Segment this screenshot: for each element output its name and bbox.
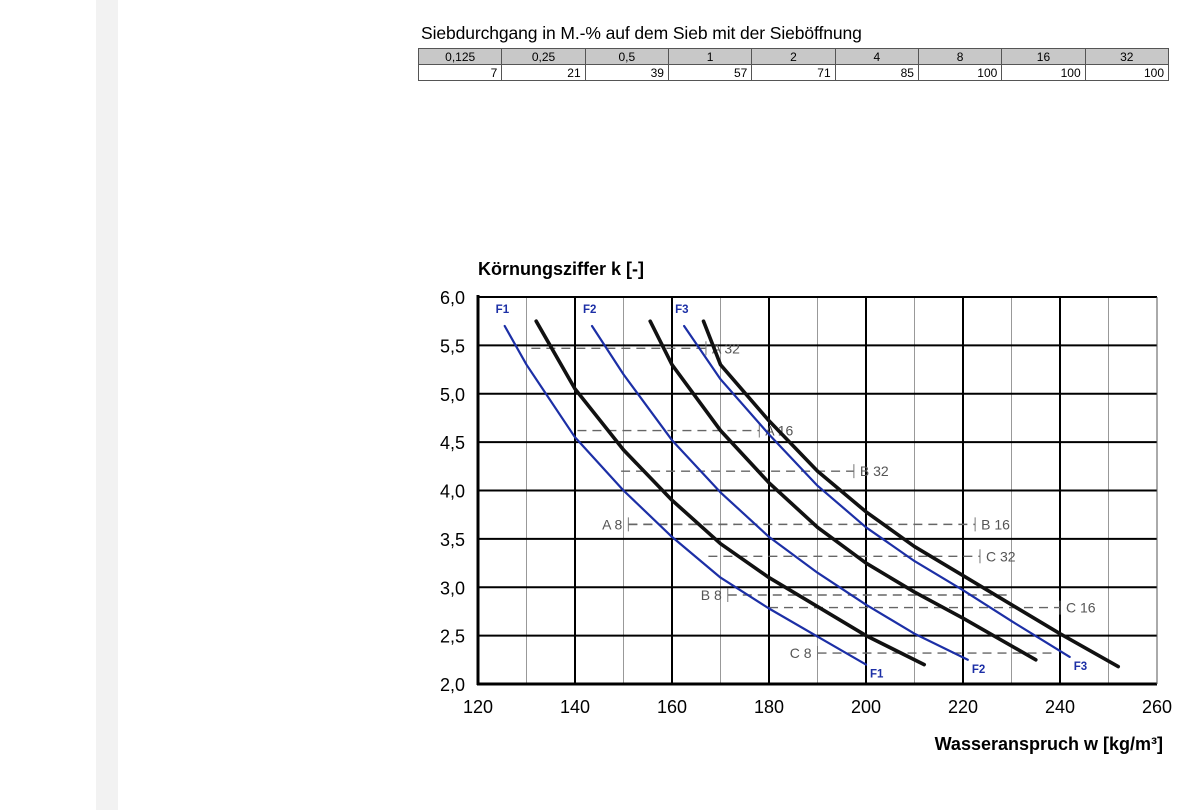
x-tick-label: 120 [463, 697, 493, 717]
sieve-table-caption: Siebdurchgang in M.-% auf dem Sieb mit d… [421, 23, 862, 43]
y-tick-label: 2,5 [440, 627, 465, 647]
x-tick-label: 240 [1045, 697, 1075, 717]
grading-line-label: B 32 [860, 463, 889, 479]
sieve-table: 0,125 0,25 0,5 1 2 4 8 16 32 7 21 39 57 71 85 100 100 10… [417, 48, 1170, 81]
sieve-passing-cell: 85 [834, 64, 919, 81]
grading-line-label: B 16 [981, 516, 1010, 532]
sieve-passing-row: 7 21 39 57 71 85 100 100 100 [417, 64, 1170, 81]
sieve-passing-cell: 7 [417, 64, 503, 81]
consistency-curve [590, 324, 969, 661]
series-label-top: F1 [496, 304, 510, 316]
y-tick-label: 5,5 [440, 336, 465, 356]
left-margin-strip [0, 0, 118, 810]
sieve-opening-cell: 2 [751, 48, 836, 65]
y-tick-label: 5,0 [440, 385, 465, 405]
sieve-passing-cell: 100 [917, 64, 1003, 81]
series-label-bottom: F1 [870, 669, 884, 681]
y-tick-label: 3,5 [440, 530, 465, 550]
sieve-opening-cell: 1 [667, 48, 753, 65]
boundary-curve [534, 319, 926, 667]
sieve-passing-cell: 21 [501, 64, 586, 81]
boundary-curve [701, 319, 1120, 669]
sieve-passing-cell: 57 [667, 64, 753, 81]
y-tick-label: 3,0 [440, 578, 465, 598]
y-tick-label: 6,0 [440, 288, 465, 308]
grading-line-label: A 8 [602, 516, 622, 532]
y-tick-label: 4,5 [440, 433, 465, 453]
x-tick-label: 180 [754, 697, 784, 717]
grading-line-label: B 8 [701, 587, 722, 603]
series-label-top: F2 [583, 304, 596, 316]
series-label-top: F3 [675, 304, 688, 316]
x-tick-label: 200 [851, 697, 881, 717]
series-label-bottom: F2 [972, 664, 985, 676]
y-tick-label: 2,0 [440, 675, 465, 695]
y-axis-title: Körnungsziffer k [-] [478, 259, 644, 279]
x-tick-label: 220 [948, 697, 978, 717]
x-tick-label: 260 [1142, 697, 1172, 717]
consistency-curve [683, 324, 1071, 658]
x-tick-label: 160 [657, 697, 687, 717]
sieve-passing-cell: 71 [751, 64, 836, 81]
sieve-opening-cell: 0,25 [501, 48, 586, 65]
x-axis-title: Wasseranspruch w [kg/m³] [935, 734, 1163, 754]
consistency-curve [503, 324, 868, 666]
x-tick-label: 140 [560, 697, 590, 717]
y-tick-label: 4,0 [440, 482, 465, 502]
grading-line-label: C 16 [1066, 600, 1096, 616]
sieve-opening-cell: 0,125 [417, 48, 503, 65]
series-label-bottom: F3 [1074, 661, 1087, 673]
grading-line-label: C 8 [790, 645, 812, 661]
grading-line-label: C 32 [986, 548, 1016, 564]
grading-line-label: A 32 [712, 340, 740, 356]
boundary-curve [648, 319, 1038, 662]
sieve-passing-cell: 100 [1084, 64, 1170, 81]
sieve-passing-cell: 39 [584, 64, 669, 81]
sieve-opening-cell: 8 [917, 48, 1003, 65]
